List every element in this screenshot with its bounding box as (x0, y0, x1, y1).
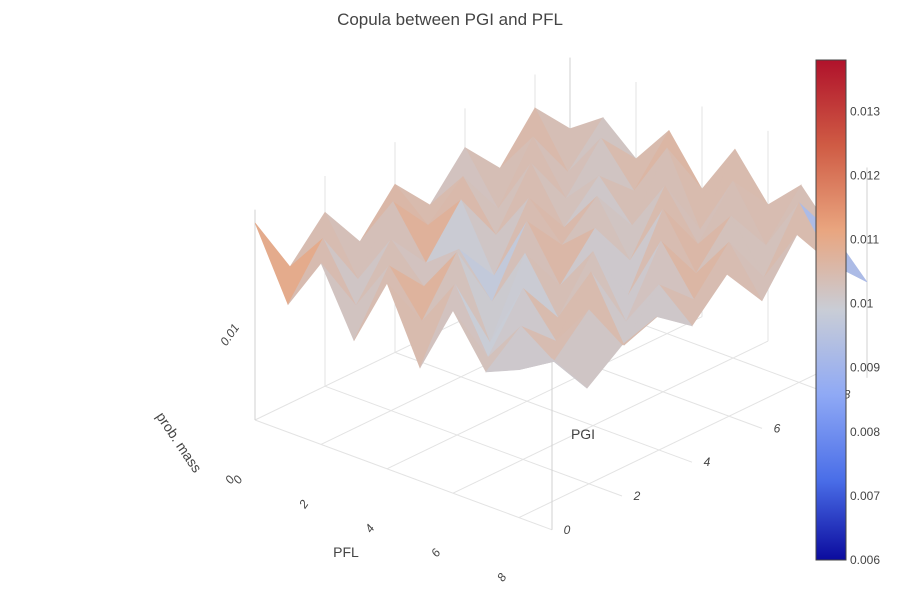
y-tick-label: 2 (633, 489, 641, 503)
surface-mesh (254, 107, 868, 389)
z-axis-title: prob. mass (153, 409, 205, 475)
floor-grid-line-x (386, 316, 703, 470)
colorbar-tick-label: 0.011 (850, 232, 879, 246)
colorbar-tick-label: 0.01 (850, 297, 874, 311)
x-tick-label: 2 (295, 497, 311, 512)
z-tick-label: 0.01 (217, 321, 242, 348)
surface-cell (518, 358, 588, 389)
x-tick-label: 4 (362, 521, 377, 535)
y-tick-label: 8 (844, 388, 851, 402)
chart-title: Copula between PGI and PFL (337, 10, 563, 29)
colorbar-tick-label: 0.013 (850, 104, 880, 118)
floor-grid-line-y (394, 351, 693, 463)
colorbar-tick-label: 0.012 (850, 168, 880, 182)
x-tick-label: 6 (428, 546, 443, 560)
floor-grid-line-x (452, 340, 769, 494)
colorbar: 0.006 0.007 0.008 0.009 0.01 0.011 0.012 0.013 (815, 59, 880, 567)
colorbar-tick-label: 0.006 (850, 553, 880, 567)
y-axis-title: PGI (571, 426, 595, 442)
colorbar-gradient (815, 59, 847, 561)
x-axis-title: PFL (333, 544, 359, 560)
y-tick-label: 0 (564, 523, 571, 537)
x-tick-label: 8 (494, 570, 509, 584)
y-tick-label: 4 (704, 455, 711, 469)
colorbar-tick-label: 0.009 (850, 361, 880, 375)
colorbar-tick-label: 0.008 (850, 425, 880, 439)
floor-grid-line-y (324, 385, 623, 497)
colorbar-tick-label: 0.007 (850, 489, 880, 503)
floor-grid-line-y (254, 419, 553, 531)
floor-grid-line-x (518, 365, 835, 519)
y-tick-label: 6 (774, 421, 781, 435)
